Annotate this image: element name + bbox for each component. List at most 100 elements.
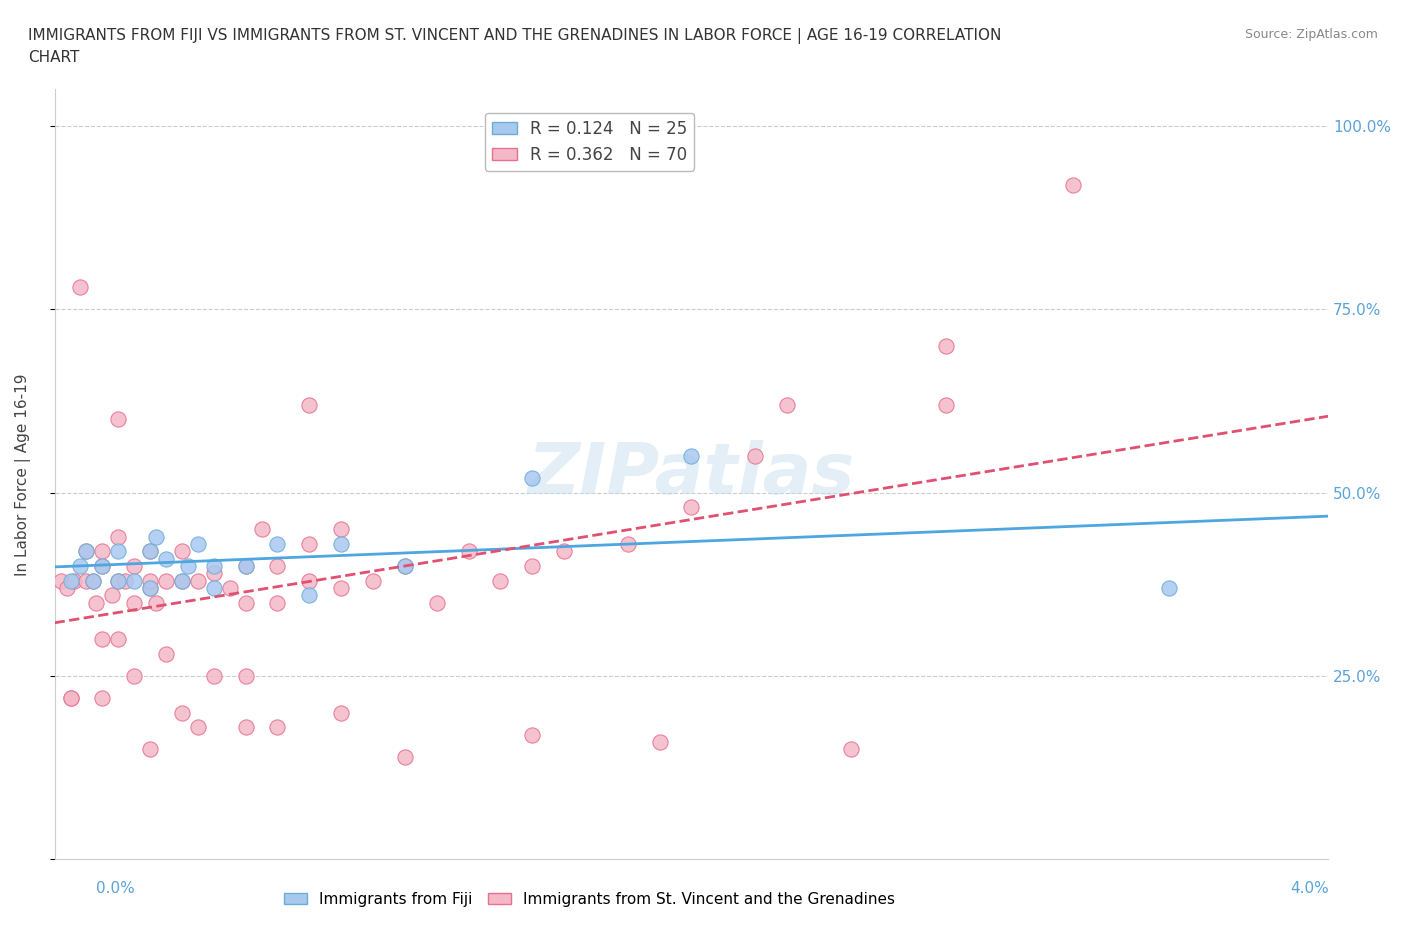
Point xyxy=(202,559,225,574)
Point xyxy=(82,573,104,588)
Text: ZIPatlas: ZIPatlas xyxy=(527,440,855,509)
Point xyxy=(139,580,162,595)
Legend: R = 0.124   N = 25, R = 0.362   N = 70: R = 0.124 N = 25, R = 0.362 N = 70 xyxy=(485,113,695,171)
Point xyxy=(91,559,114,574)
Point xyxy=(266,720,288,735)
Point xyxy=(394,750,416,764)
Point xyxy=(250,522,273,537)
Point xyxy=(394,559,416,574)
Point xyxy=(107,573,129,588)
Point xyxy=(107,412,129,427)
Point xyxy=(839,742,862,757)
Point xyxy=(107,573,129,588)
Y-axis label: In Labor Force | Age 16-19: In Labor Force | Age 16-19 xyxy=(15,373,31,576)
Point xyxy=(139,573,162,588)
Point xyxy=(145,595,167,610)
Point xyxy=(122,595,145,610)
Point xyxy=(235,559,257,574)
Point xyxy=(426,595,449,610)
Point xyxy=(91,544,114,559)
Point xyxy=(122,559,145,574)
Point xyxy=(457,544,479,559)
Point xyxy=(266,537,288,551)
Point xyxy=(59,690,82,705)
Point xyxy=(49,573,72,588)
Point xyxy=(648,735,671,750)
Point xyxy=(298,397,321,412)
Point xyxy=(522,559,544,574)
Point xyxy=(170,573,193,588)
Point xyxy=(170,573,193,588)
Point xyxy=(1157,580,1180,595)
Point xyxy=(298,588,321,603)
Point xyxy=(145,529,167,544)
Point xyxy=(935,339,957,353)
Point xyxy=(139,580,162,595)
Point xyxy=(107,529,129,544)
Text: 4.0%: 4.0% xyxy=(1289,881,1329,896)
Point xyxy=(139,544,162,559)
Point xyxy=(75,544,97,559)
Point xyxy=(235,720,257,735)
Point xyxy=(361,573,384,588)
Point xyxy=(187,537,209,551)
Point xyxy=(187,720,209,735)
Point xyxy=(114,573,136,588)
Point xyxy=(744,448,766,463)
Point xyxy=(122,669,145,684)
Point xyxy=(139,544,162,559)
Point xyxy=(69,559,91,574)
Point xyxy=(489,573,512,588)
Point xyxy=(298,573,321,588)
Point xyxy=(84,595,107,610)
Point xyxy=(202,580,225,595)
Point xyxy=(187,573,209,588)
Point xyxy=(266,595,288,610)
Point xyxy=(155,573,177,588)
Text: Source: ZipAtlas.com: Source: ZipAtlas.com xyxy=(1244,28,1378,41)
Text: IMMIGRANTS FROM FIJI VS IMMIGRANTS FROM ST. VINCENT AND THE GRENADINES IN LABOR : IMMIGRANTS FROM FIJI VS IMMIGRANTS FROM … xyxy=(28,28,1001,65)
Point xyxy=(394,559,416,574)
Point xyxy=(553,544,575,559)
Point xyxy=(155,551,177,566)
Point xyxy=(298,537,321,551)
Point xyxy=(681,499,703,514)
Point xyxy=(91,631,114,646)
Point xyxy=(170,544,193,559)
Point xyxy=(681,448,703,463)
Text: 0.0%: 0.0% xyxy=(96,881,135,896)
Point xyxy=(122,573,145,588)
Point xyxy=(776,397,799,412)
Point xyxy=(139,742,162,757)
Point xyxy=(75,573,97,588)
Point xyxy=(616,537,638,551)
Point xyxy=(330,580,353,595)
Point xyxy=(935,397,957,412)
Point xyxy=(522,727,544,742)
Point xyxy=(266,559,288,574)
Point xyxy=(170,705,193,720)
Point xyxy=(1062,178,1084,193)
Point xyxy=(82,573,104,588)
Point xyxy=(330,537,353,551)
Point xyxy=(177,559,200,574)
Point xyxy=(235,559,257,574)
Point xyxy=(107,544,129,559)
Point xyxy=(75,544,97,559)
Point xyxy=(202,565,225,580)
Point xyxy=(56,580,79,595)
Point xyxy=(330,522,353,537)
Point xyxy=(235,669,257,684)
Point xyxy=(107,631,129,646)
Point xyxy=(202,669,225,684)
Point xyxy=(330,705,353,720)
Point xyxy=(218,580,240,595)
Point xyxy=(235,595,257,610)
Point xyxy=(91,559,114,574)
Point xyxy=(101,588,124,603)
Point xyxy=(91,690,114,705)
Point xyxy=(59,690,82,705)
Point xyxy=(522,471,544,485)
Point xyxy=(62,573,84,588)
Point xyxy=(59,573,82,588)
